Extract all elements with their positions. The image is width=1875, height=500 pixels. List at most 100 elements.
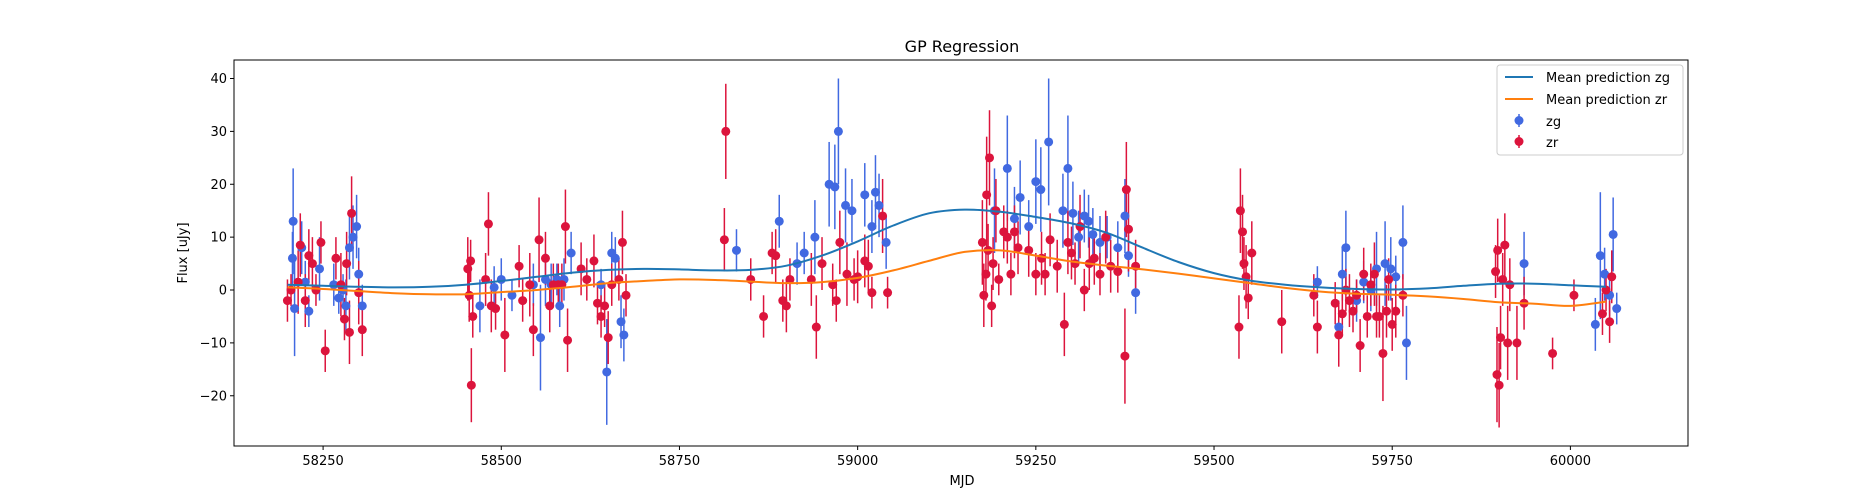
x-tick-label: 59000 [837,454,878,469]
data-point [287,253,297,263]
data-point [348,232,358,242]
data-point [514,261,524,271]
data-point [1095,269,1105,279]
data-point [316,237,326,247]
data-point [304,306,314,316]
data-point [1590,319,1600,329]
data-point [982,190,992,200]
data-point [987,301,997,311]
data-point [1063,237,1073,247]
data-point [596,311,606,321]
legend-label-zr: zr [1546,136,1559,151]
data-point [1113,267,1123,277]
data-point [1374,311,1384,321]
data-point [1058,206,1068,216]
data-point [621,290,631,300]
data-point [341,301,351,311]
data-point [1366,280,1376,290]
data-point [1006,269,1016,279]
data-point [500,330,510,340]
data-point [1024,222,1034,232]
data-point [1040,269,1050,279]
line-mean-prediction-zr [287,249,1607,307]
data-point [483,219,493,229]
data-point [1612,304,1622,314]
data-point [545,301,555,311]
y-tick-label: 40 [210,72,227,87]
data-point [1348,306,1358,316]
data-point [1494,380,1504,390]
data-point [799,248,809,258]
x-tick-label: 60000 [1550,454,1591,469]
y-tick-label: −10 [200,336,227,351]
data-point [347,208,357,218]
data-point [1113,243,1123,253]
data-point [867,288,877,298]
legend-label-zr-mean: Mean prediction zr [1546,93,1668,108]
data-point [357,325,367,335]
data-point [290,304,300,314]
x-axis-label: MJD [949,474,974,489]
legend-label-zg-mean: Mean prediction zg [1546,71,1670,86]
data-point [1597,309,1607,319]
data-point [282,296,292,306]
data-point [1401,338,1411,348]
data-point [331,253,341,263]
data-point [1569,290,1579,300]
data-point [883,288,893,298]
data-point [1013,243,1023,253]
data-point [833,126,843,136]
data-point [468,311,478,321]
data-point [1095,237,1105,247]
data-point [1312,277,1322,287]
data-point [878,211,888,221]
data-point [1243,293,1253,303]
legend-label-zg: zg [1546,115,1561,130]
data-point [1009,214,1019,224]
data-point [344,327,354,337]
data-point [1359,277,1369,287]
data-point [489,282,499,292]
data-point [352,222,362,232]
data-point [525,280,535,290]
data-point [1337,309,1347,319]
data-point [1309,290,1319,300]
data-point [593,298,602,308]
x-tick-label: 59750 [1372,454,1413,469]
data-point [535,333,545,343]
data-point [1024,245,1034,255]
data-point [1505,280,1515,290]
data-point [617,237,627,247]
plot-frame [233,59,1689,447]
data-point [1341,243,1351,253]
data-point [1088,229,1098,239]
data-point [1002,232,1012,242]
data-point [300,296,310,306]
data-point [1359,269,1369,279]
data-point [1512,338,1522,348]
data-point [1601,285,1611,295]
data-point [528,325,538,335]
data-point [1059,319,1069,329]
y-axis: −20 −10 0 10 20 30 40 [200,72,234,404]
data-point [1386,264,1396,274]
data-point [867,222,877,232]
data-point [1344,296,1354,306]
data-point [1607,272,1617,282]
data-point [563,335,573,345]
legend-frame [1496,64,1684,156]
data-point [1600,269,1610,279]
plot-area [282,78,1622,428]
data-point [1238,227,1248,237]
data-point [830,182,840,192]
data-point [1334,330,1344,340]
data-point [1101,232,1111,242]
data-point [560,222,570,232]
data-point [1334,322,1344,332]
data-point [582,274,592,284]
data-point [1378,348,1388,358]
data-point [507,290,517,300]
data-point [1277,317,1287,327]
data-point [863,261,873,271]
data-point [1131,288,1141,298]
